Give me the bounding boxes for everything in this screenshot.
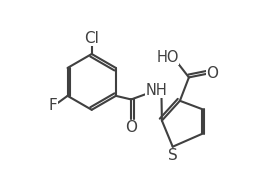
Text: S: S	[168, 148, 178, 163]
Text: NH: NH	[146, 83, 167, 98]
Text: O: O	[206, 66, 218, 81]
Text: Cl: Cl	[84, 31, 99, 46]
Text: F: F	[49, 98, 58, 113]
Text: O: O	[125, 120, 137, 135]
Text: HO: HO	[157, 50, 180, 65]
